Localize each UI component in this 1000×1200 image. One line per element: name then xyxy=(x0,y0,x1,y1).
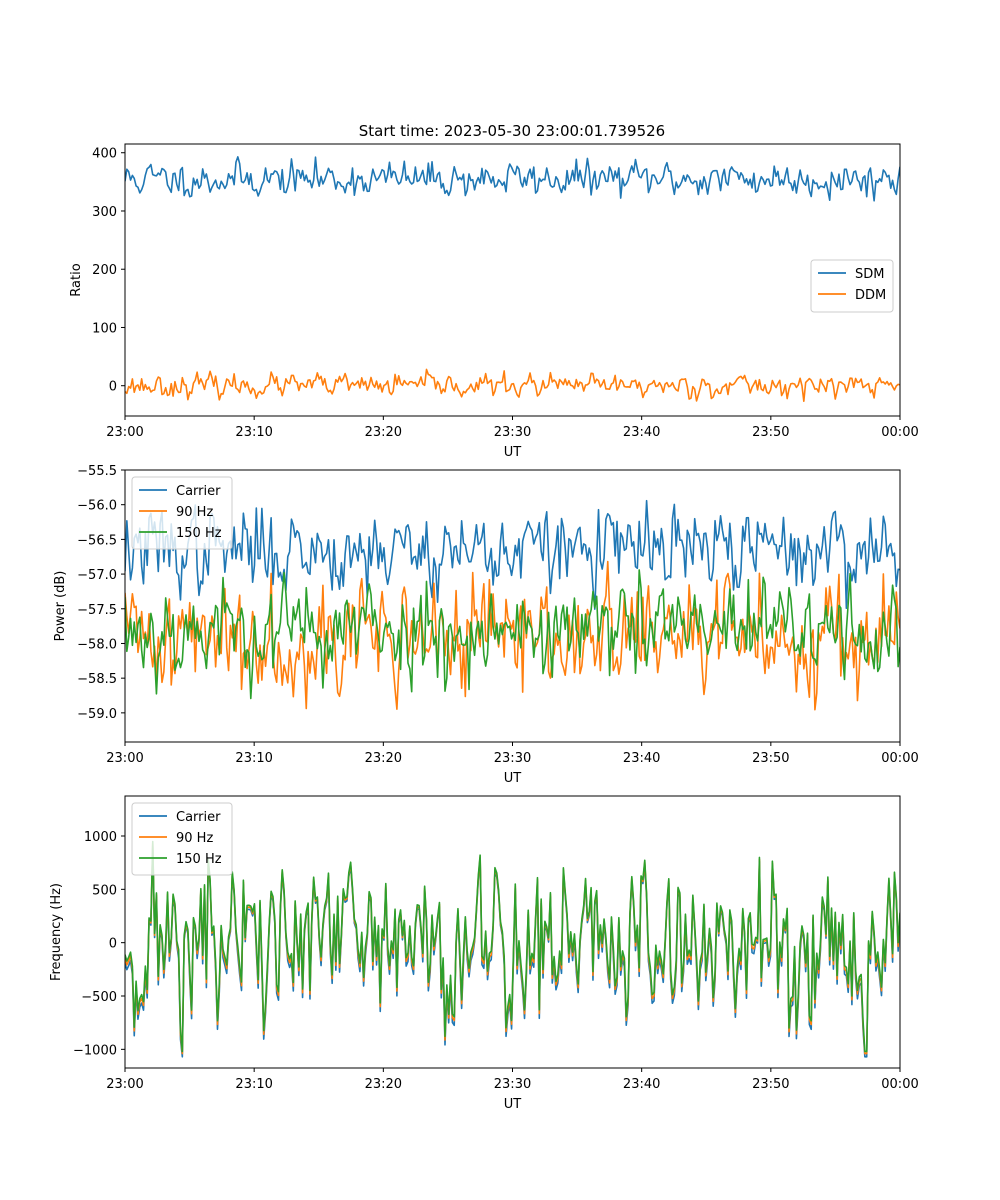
x-tick-label: 23:10 xyxy=(235,751,272,766)
y-tick-label: −56.0 xyxy=(77,499,117,514)
legend-entry: 150 Hz xyxy=(176,526,222,541)
legend-entry: SDM xyxy=(855,267,884,282)
y-tick-label: 300 xyxy=(92,205,117,220)
x-tick-label: 23:50 xyxy=(752,1077,789,1092)
series-line-sdm xyxy=(125,156,900,202)
legend-entry: 150 Hz xyxy=(176,852,222,867)
legend: SDM DDM xyxy=(810,259,894,313)
x-axis-label: UT xyxy=(504,1097,522,1112)
y-tick-label: −500 xyxy=(81,990,117,1005)
legend-entry: Carrier xyxy=(176,810,221,825)
chart-title: Start time: 2023-05-30 23:00:01.739526 xyxy=(359,122,665,140)
x-tick-label: 00:00 xyxy=(881,425,918,440)
y-tick-label: 400 xyxy=(92,147,117,162)
x-tick-label: 00:00 xyxy=(881,1077,918,1092)
x-axis-label: UT xyxy=(504,445,522,460)
legend-entry: DDM xyxy=(855,288,886,303)
legend-entry: Carrier xyxy=(176,484,221,499)
y-tick-label: −58.5 xyxy=(77,672,117,687)
x-tick-label: 23:20 xyxy=(365,425,402,440)
y-tick-label: −59.0 xyxy=(77,707,117,722)
x-tick-label: 23:30 xyxy=(494,751,531,766)
panel-3: 23:00 23:10 23:20 23:30 23:40 23:50 00:00 −1000… xyxy=(49,795,919,1112)
x-axis-label: UT xyxy=(504,771,522,786)
series-line-carrier xyxy=(125,844,900,1058)
legend-entry: 90 Hz xyxy=(176,831,213,846)
y-axis-label: Power (dB) xyxy=(53,571,68,642)
legend: Carrier 90 Hz 150 Hz xyxy=(131,476,233,550)
y-tick-label: 500 xyxy=(92,883,117,898)
x-tick-label: 23:00 xyxy=(106,1077,143,1092)
y-tick-label: −57.5 xyxy=(77,603,117,618)
y-tick-label: 1000 xyxy=(84,830,117,845)
x-tick-label: 23:40 xyxy=(623,1077,660,1092)
x-tick-label: 23:00 xyxy=(106,751,143,766)
x-tick-label: 23:20 xyxy=(365,1077,402,1092)
y-tick-label: −57.0 xyxy=(77,568,117,583)
y-tick-label: −58.0 xyxy=(77,637,117,652)
x-tick-label: 23:40 xyxy=(623,425,660,440)
y-tick-label: −56.5 xyxy=(77,533,117,548)
panel-1: 23:00 23:10 23:20 23:30 23:40 23:50 00:00 0 100 2… xyxy=(69,143,919,460)
legend: Carrier 90 Hz 150 Hz xyxy=(131,802,233,876)
legend-entry: 90 Hz xyxy=(176,505,213,520)
y-tick-label: 0 xyxy=(109,380,117,395)
y-tick-label: 200 xyxy=(92,263,117,278)
x-tick-label: 23:10 xyxy=(235,1077,272,1092)
x-tick-label: 23:50 xyxy=(752,425,789,440)
x-tick-label: 23:10 xyxy=(235,425,272,440)
x-tick-label: 23:40 xyxy=(623,751,660,766)
x-tick-label: 23:50 xyxy=(752,751,789,766)
y-tick-label: 100 xyxy=(92,321,117,336)
plot-frame xyxy=(124,469,901,743)
series-line-150-hz xyxy=(125,840,900,1053)
y-tick-label: −1000 xyxy=(73,1043,117,1058)
y-tick-label: −55.5 xyxy=(77,464,117,479)
series-line-150-hz xyxy=(125,569,900,700)
x-tick-label: 23:00 xyxy=(106,425,143,440)
x-tick-label: 23:30 xyxy=(494,425,531,440)
y-axis-label: Ratio xyxy=(69,263,84,296)
x-tick-label: 23:20 xyxy=(365,751,402,766)
y-tick-label: 0 xyxy=(109,937,117,952)
panel-2: 23:00 23:10 23:20 23:30 23:40 23:50 00:00 −59.0… xyxy=(53,464,919,786)
series-line-ddm xyxy=(125,368,900,403)
y-axis-label: Frequency (Hz) xyxy=(49,883,64,981)
x-tick-label: 00:00 xyxy=(881,751,918,766)
series-line-carrier xyxy=(125,499,900,610)
x-tick-label: 23:30 xyxy=(494,1077,531,1092)
